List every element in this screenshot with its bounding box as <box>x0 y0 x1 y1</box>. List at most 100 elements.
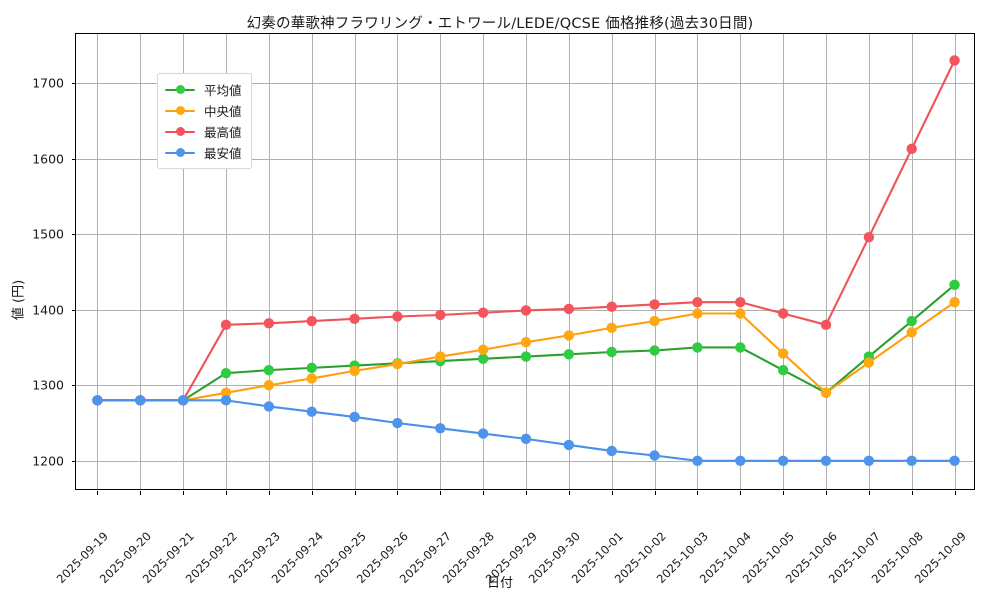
data-point <box>349 313 360 324</box>
x-tick <box>697 491 698 495</box>
grid-line-horizontal <box>76 385 974 386</box>
x-tick <box>655 491 656 495</box>
grid-line-vertical <box>826 34 827 489</box>
data-point <box>863 357 875 368</box>
data-point <box>820 387 832 398</box>
data-point <box>649 345 660 356</box>
data-point <box>435 423 446 434</box>
data-point <box>220 395 232 406</box>
data-point <box>949 296 960 308</box>
x-tick <box>312 491 313 495</box>
legend-swatch-icon <box>165 105 195 117</box>
legend-label: 最高値 <box>204 125 242 140</box>
data-point <box>563 303 575 315</box>
data-point <box>220 319 232 331</box>
data-point <box>477 307 489 318</box>
x-tick <box>397 491 398 495</box>
x-tick <box>740 491 741 495</box>
legend-item-1[interactable]: 平均値 <box>165 79 242 100</box>
data-point <box>306 406 317 417</box>
data-point <box>735 296 746 308</box>
data-point <box>263 380 275 391</box>
y-tick-label: 1700 <box>32 75 64 91</box>
grid-line-vertical <box>697 34 698 489</box>
grid-line-vertical <box>655 34 656 489</box>
data-point <box>520 351 532 362</box>
data-point <box>520 336 532 348</box>
legend-swatch-icon <box>165 84 195 96</box>
grid-line-horizontal <box>76 234 974 235</box>
data-point <box>692 455 703 466</box>
x-tick <box>140 491 141 495</box>
data-point <box>606 445 617 457</box>
x-tick <box>912 491 913 495</box>
data-point <box>392 417 403 429</box>
series-4 <box>92 395 960 466</box>
grid-line-vertical <box>355 34 356 489</box>
data-point <box>692 296 703 308</box>
x-tick <box>269 491 270 495</box>
grid-line-vertical <box>269 34 270 489</box>
data-point <box>92 395 103 406</box>
legend-item-4[interactable]: 最安値 <box>165 142 242 163</box>
data-point <box>735 308 746 319</box>
legend-swatch-icon <box>165 147 195 159</box>
legend-label: 平均値 <box>204 83 242 98</box>
data-point <box>563 330 575 341</box>
x-tick <box>440 491 441 495</box>
data-point <box>306 373 317 384</box>
x-tick <box>355 491 356 495</box>
data-point <box>777 455 789 466</box>
chart-title: 幻奏の華歌神フラワリング・エトワール/LEDE/QCSE 価格推移(過去30日間… <box>246 16 754 32</box>
y-tick <box>72 461 76 462</box>
grid-line-vertical <box>312 34 313 489</box>
x-tick <box>783 491 784 495</box>
data-point <box>863 232 875 243</box>
legend-item-3[interactable]: 最高値 <box>165 121 242 142</box>
data-point <box>735 342 746 353</box>
y-tick <box>72 310 76 311</box>
data-point <box>820 455 832 466</box>
data-point <box>606 301 617 312</box>
data-point <box>949 455 960 466</box>
data-point <box>777 308 789 319</box>
data-point <box>349 411 360 423</box>
data-point <box>777 348 789 359</box>
data-point <box>392 358 403 370</box>
data-point <box>606 322 617 334</box>
y-tick <box>72 234 76 235</box>
data-point <box>477 353 489 365</box>
data-point <box>949 55 960 66</box>
data-point <box>649 299 660 310</box>
grid-line-vertical <box>440 34 441 489</box>
data-point <box>649 450 660 461</box>
grid-line-vertical <box>140 34 141 489</box>
grid-line-vertical <box>912 34 913 489</box>
data-point <box>435 351 446 362</box>
data-point <box>692 342 703 353</box>
y-tick-label: 1400 <box>32 302 64 318</box>
y-tick-label: 1200 <box>32 453 64 469</box>
data-point <box>777 364 789 376</box>
data-point <box>135 395 146 406</box>
data-point <box>906 143 917 155</box>
legend-item-2[interactable]: 中央値 <box>165 100 242 121</box>
chart-legend: 平均値中央値最高値最安値 <box>157 73 252 169</box>
data-point <box>349 365 360 377</box>
y-tick <box>72 159 76 160</box>
data-point <box>306 315 317 327</box>
data-point <box>306 362 317 374</box>
grid-line-vertical <box>483 34 484 489</box>
data-point <box>220 387 232 398</box>
series-line <box>96 301 956 402</box>
grid-line-vertical <box>869 34 870 489</box>
x-tick <box>97 491 98 495</box>
data-point <box>220 367 232 379</box>
data-point <box>177 395 189 406</box>
data-point <box>949 279 960 290</box>
data-point <box>863 455 875 466</box>
data-point <box>820 319 832 331</box>
y-tick-label: 1300 <box>32 377 64 393</box>
y-tick-label: 1500 <box>32 226 64 242</box>
